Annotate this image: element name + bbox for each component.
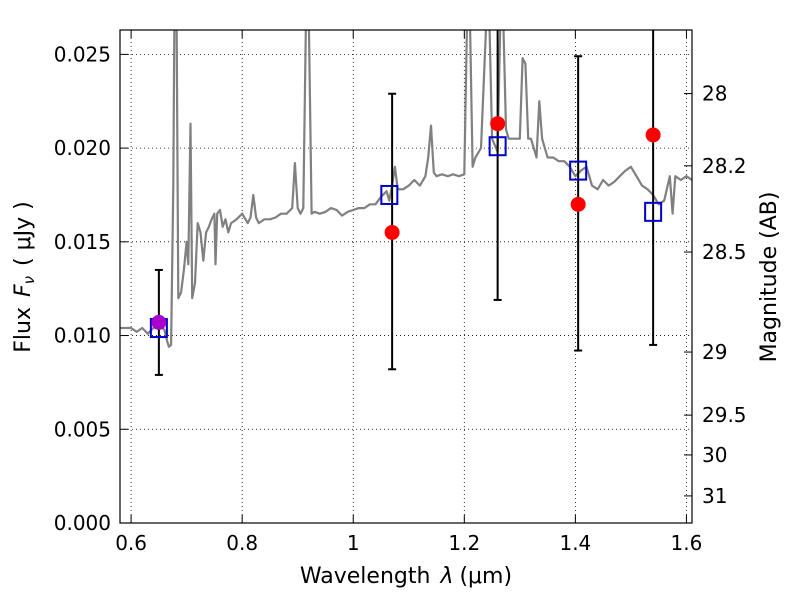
plot-area <box>120 30 692 376</box>
y2-tick-label: 28.2 <box>702 154 747 178</box>
plot-frame <box>119 29 693 524</box>
y2-tick-label: 28 <box>702 82 727 106</box>
y-axis-label: FluxFν( μJy ) <box>11 201 38 352</box>
observed-point-marker <box>151 314 167 330</box>
x-tick-label: 1.6 <box>671 531 703 555</box>
y2-tick-label: 29 <box>702 340 727 364</box>
y2-tick-label: 29.5 <box>702 403 747 427</box>
grid-lines <box>120 30 692 523</box>
y-tick-label: 0.020 <box>54 136 111 160</box>
y2-axis-label: Magnitude (AB) <box>757 192 782 363</box>
model-square-marker <box>488 136 507 157</box>
axis-ticks: 0.6 0.8 1 1.2 1.4 1.6 0.000 0.005 0.010 0.015 0.02… <box>54 30 747 555</box>
x-tick-label: 0.6 <box>115 531 147 555</box>
observed-point-marker <box>490 116 506 132</box>
y2-tick-label: 30 <box>702 443 727 467</box>
y-tick-label: 0.005 <box>54 417 111 441</box>
observed-point-marker <box>570 196 586 212</box>
x-tick-label: 1 <box>347 531 360 555</box>
model-square-marker <box>644 201 663 222</box>
x-axis-label: Wavelength λ (μm) <box>300 564 512 589</box>
x-tick-label: 1.2 <box>448 531 480 555</box>
model-square-marker <box>380 184 399 205</box>
observed-point-marker <box>645 127 661 143</box>
observed-point-marker <box>384 224 400 240</box>
y2-tick-label: 28.5 <box>702 240 747 264</box>
y-tick-label: 0.010 <box>54 324 111 348</box>
x-tick-label: 1.4 <box>559 531 591 555</box>
y-tick-label: 0.015 <box>54 230 111 254</box>
x-tick-label: 0.8 <box>226 531 258 555</box>
template-spectrum-line <box>120 30 692 348</box>
y2-tick-label: 31 <box>702 484 727 508</box>
model-square-marker <box>569 160 588 181</box>
y-tick-label: 0.025 <box>54 42 111 66</box>
y-tick-label: 0.000 <box>54 511 111 535</box>
